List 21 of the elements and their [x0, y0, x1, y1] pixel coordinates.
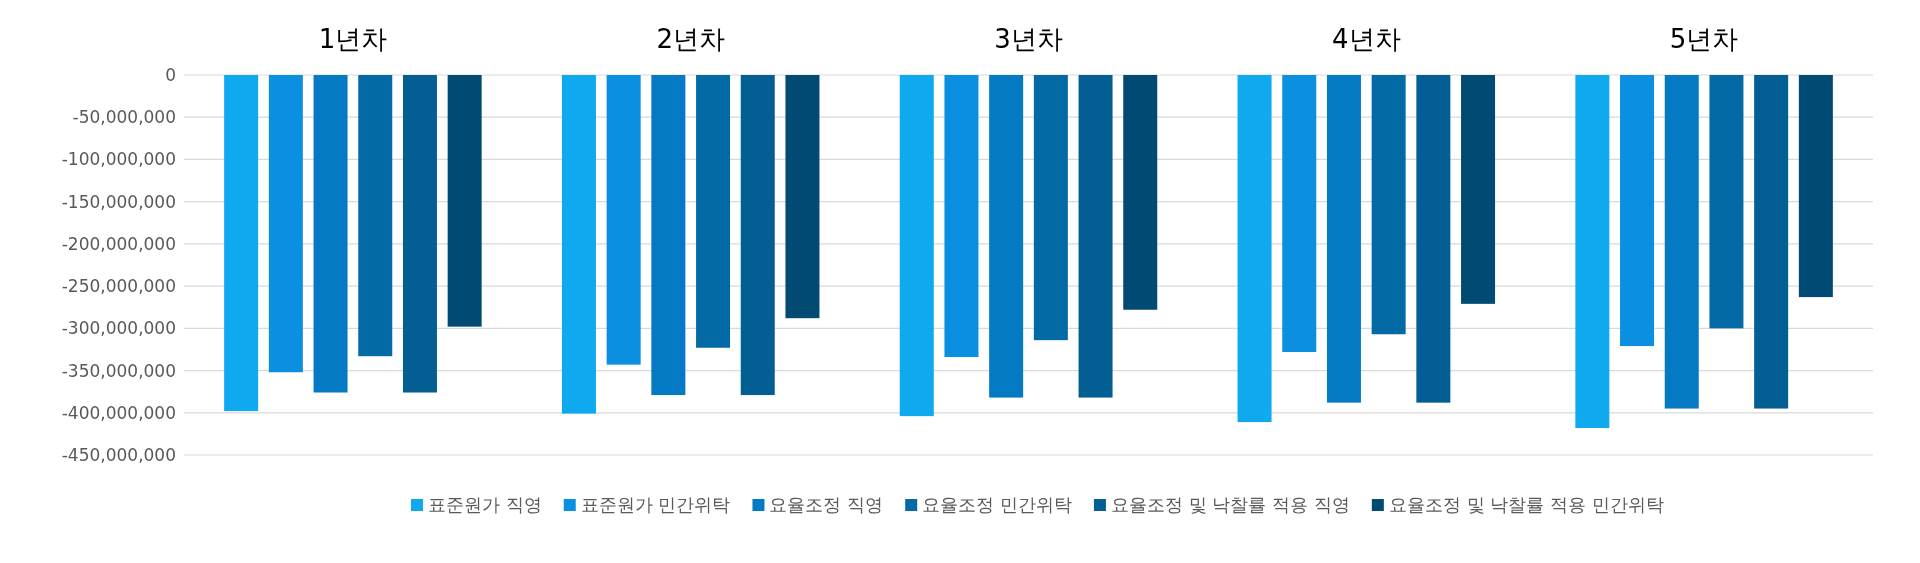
- x-tick-label: 5년차: [1669, 24, 1739, 54]
- legend-label: 표준원가 직영: [428, 494, 542, 515]
- y-tick-label: 0: [165, 65, 176, 85]
- y-tick-label: -350,000,000: [61, 360, 176, 381]
- x-tick-label: 4년차: [1332, 24, 1401, 54]
- y-tick-label: -100,000,000: [61, 149, 176, 170]
- legend-label: 요율조정 및 낙찰률 적용 민간위탁: [1388, 494, 1664, 515]
- y-tick-label: -50,000,000: [72, 107, 176, 128]
- y-tick-label: -400,000,000: [61, 402, 176, 423]
- x-tick-label: 2년차: [656, 24, 725, 54]
- x-tick-label: 1년차: [318, 24, 388, 54]
- y-tick-label: -450,000,000: [61, 445, 176, 465]
- y-tick-label: -300,000,000: [61, 318, 176, 339]
- legend-label: 요율조정 민간위탁: [922, 494, 1072, 515]
- x-tick-label: 3년차: [994, 24, 1063, 54]
- legend-label: 표준원가 민간위탁: [580, 494, 731, 515]
- legend-label: 요율조정 및 낙찰률 적용 직영: [1110, 494, 1350, 515]
- y-tick-label: -200,000,000: [61, 233, 176, 254]
- legend-label: 요율조정 직영: [769, 494, 884, 515]
- y-tick-label: -150,000,000: [61, 191, 176, 212]
- y-tick-label: -250,000,000: [61, 276, 176, 297]
